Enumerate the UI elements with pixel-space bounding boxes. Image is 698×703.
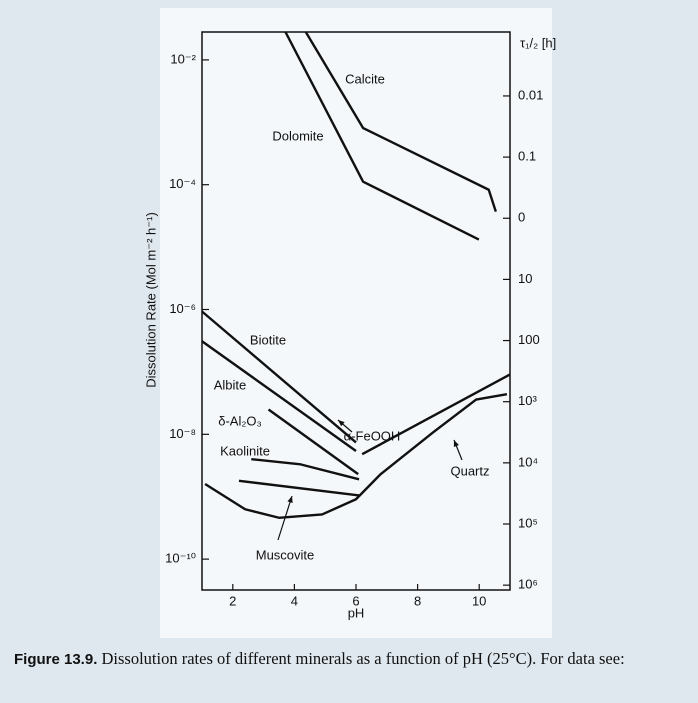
- arrow-head: [453, 440, 459, 447]
- series-label: Albite: [214, 377, 247, 392]
- y2-tick-label: 10⁴: [518, 454, 538, 469]
- series-line: [304, 32, 497, 213]
- arrow-head: [287, 496, 293, 503]
- y-tick-label: 10⁻¹⁰: [165, 551, 196, 566]
- caption: Figure 13.9. Dissolution rates of differ…: [14, 648, 686, 670]
- series-label: Muscovite: [256, 547, 315, 562]
- x-tick-label: 8: [414, 593, 421, 608]
- y2-tick-label: 10⁶: [518, 577, 538, 592]
- x-tick-label: 2: [229, 593, 236, 608]
- series-label: δ-Al₂O₃: [218, 413, 262, 428]
- y-tick-label: 10⁻⁶: [169, 301, 196, 316]
- y-tick-label: 10⁻⁴: [169, 176, 196, 191]
- series-label: Kaolinite: [220, 443, 270, 458]
- series-line: [202, 340, 357, 452]
- series-label: α-FeOOH: [344, 428, 401, 443]
- x-tick-label: 4: [291, 593, 298, 608]
- caption-label: Figure 13.9.: [14, 651, 98, 668]
- y2-tick-label: 10: [518, 271, 532, 286]
- series-line: [284, 32, 480, 241]
- y2-tick-label: 10⁵: [518, 515, 538, 530]
- figure-background: [160, 8, 552, 638]
- y2-tick-label: 100: [518, 332, 540, 347]
- chart: pH Dissolution Rate (Mol m⁻² h⁻¹) τ₁/₂ […: [143, 8, 556, 638]
- series-label: Calcite: [345, 71, 385, 86]
- series-line: [202, 310, 357, 444]
- y-axis-label: Dissolution Rate (Mol m⁻² h⁻¹): [143, 212, 158, 388]
- series-label: Biotite: [250, 332, 286, 347]
- y2-tick-label: 0.1: [518, 149, 536, 164]
- x-axis-label: pH: [348, 605, 365, 620]
- series-label: Quartz: [450, 463, 489, 478]
- series-line: [204, 392, 508, 519]
- y-tick-label: 10⁻²: [170, 51, 196, 66]
- y2-axis-label: τ₁/₂ [h]: [520, 35, 556, 50]
- arrow-head: [338, 420, 345, 427]
- x-tick-label: 6: [352, 593, 359, 608]
- y2-tick-label: 10³: [518, 393, 537, 408]
- y-tick-label: 10⁻⁸: [169, 426, 196, 441]
- series-line: [361, 373, 510, 456]
- caption-text: Dissolution rates of different minerals …: [101, 649, 625, 668]
- y2-tick-label: 0.01: [518, 87, 543, 102]
- series-label: Dolomite: [272, 128, 323, 143]
- series-line: [238, 479, 360, 497]
- x-tick-label: 10: [472, 593, 486, 608]
- series-line: [251, 457, 360, 481]
- series-line: [267, 408, 359, 476]
- y2-tick-label: 0: [518, 210, 525, 225]
